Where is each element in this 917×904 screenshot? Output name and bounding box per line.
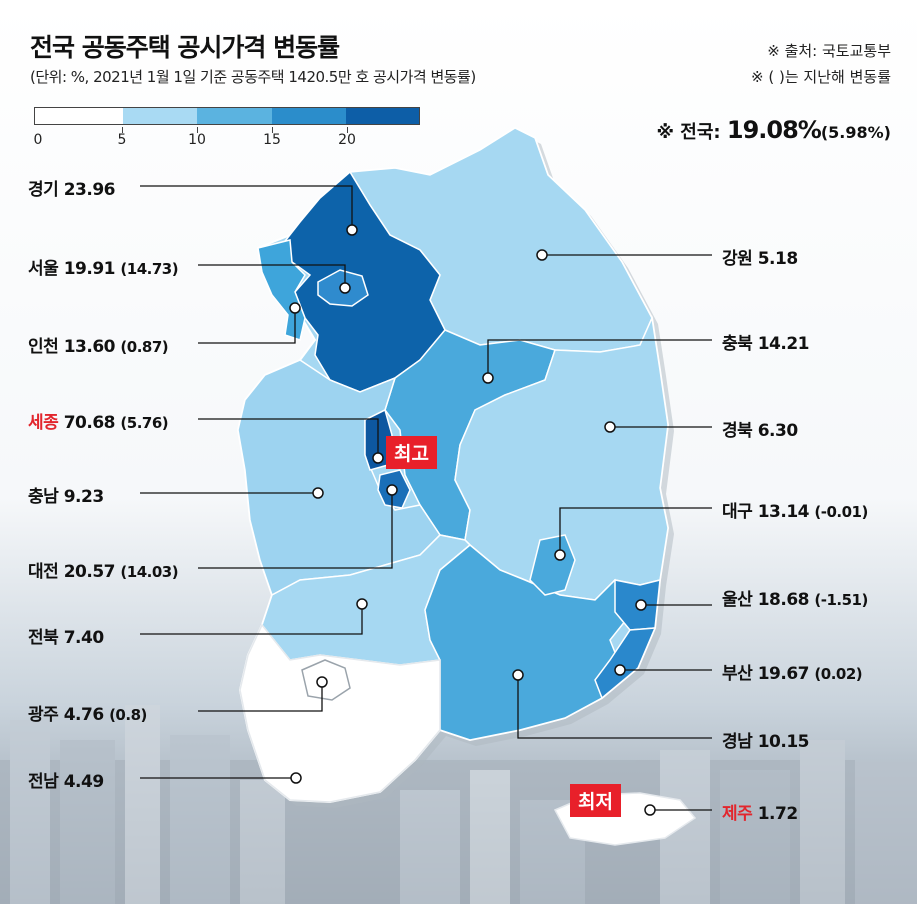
region-name: 광주 — [28, 705, 59, 725]
label-chungbuk: 충북 14.21 — [722, 329, 809, 354]
region-value: 10.15 — [757, 732, 810, 752]
region-name: 경기 — [28, 180, 59, 200]
label-gyeongnam: 경남 10.15 — [722, 727, 809, 752]
region-name: 전남 — [28, 772, 59, 792]
region-prev: (0.8) — [109, 706, 147, 724]
region-name: 세종 — [28, 413, 59, 433]
label-busan: 부산 19.67 (0.02) — [722, 659, 863, 684]
region-prev: (-1.51) — [814, 591, 868, 609]
legend-label-20: 20 — [338, 132, 356, 148]
label-jeonnam: 전남 4.49 — [28, 767, 104, 792]
label-daejeon: 대전 20.57 (14.03) — [28, 557, 179, 582]
map-title: 전국 공동주택 공시가격 변동률 — [30, 33, 340, 62]
region-busan[interactable] — [594, 627, 657, 700]
label-seoul: 서울 19.91 (14.73) — [28, 254, 179, 279]
region-prev: (-0.01) — [814, 503, 868, 521]
region-value: 6.30 — [757, 421, 798, 441]
label-daegu: 대구 13.14 (-0.01) — [722, 497, 868, 522]
region-value: 13.14 — [757, 502, 810, 522]
region-value: 19.67 — [757, 664, 810, 684]
region-name: 서울 — [28, 259, 59, 279]
legend-swatch — [35, 108, 123, 124]
region-name: 제주 — [722, 804, 753, 824]
region-prev: (0.02) — [814, 665, 863, 683]
map-subtitle: (단위: %, 2021년 1월 1일 기준 공동주택 1420.5만 호 공시… — [30, 68, 476, 86]
region-name: 인천 — [28, 337, 59, 357]
region-value: 20.57 — [63, 562, 116, 582]
label-jeonbuk: 전북 7.40 — [28, 623, 104, 648]
national-prev: (5.98%) — [820, 123, 891, 142]
region-name: 대구 — [722, 502, 753, 522]
region-value: 1.72 — [757, 804, 798, 824]
region-value: 7.40 — [63, 628, 104, 648]
label-gyeonggi: 경기 23.96 — [28, 175, 115, 200]
region-value: 19.91 — [63, 259, 116, 279]
region-prev: (0.87) — [120, 338, 169, 356]
legend-label-0: 0 — [33, 132, 43, 148]
legend-tick — [122, 127, 123, 133]
label-gwangju: 광주 4.76 (0.8) — [28, 700, 147, 725]
region-value: 14.21 — [757, 334, 810, 354]
national-prefix: ※ 전국: — [656, 122, 721, 143]
label-ulsan: 울산 18.68 (-1.51) — [722, 585, 868, 610]
region-prev: (14.73) — [120, 260, 179, 278]
legend-label-10: 10 — [188, 132, 206, 148]
region-markers — [289, 224, 656, 816]
label-sejong: 세종 70.68 (5.76) — [28, 408, 169, 433]
region-daegu[interactable] — [529, 534, 576, 596]
leader-lines — [140, 185, 712, 811]
region-gyeongnam[interactable] — [424, 544, 631, 741]
label-gangwon: 강원 5.18 — [722, 244, 798, 269]
region-name: 대전 — [28, 562, 59, 582]
region-jeonnam[interactable] — [239, 623, 441, 803]
region-prev: (14.03) — [120, 563, 179, 581]
label-chungnam: 충남 9.23 — [28, 482, 104, 507]
source-note: ※ 출처: 국토교통부 — [767, 42, 891, 60]
region-name: 울산 — [722, 590, 753, 610]
region-value: 23.96 — [63, 180, 116, 200]
legend-tick — [272, 127, 273, 133]
city-skyline-background — [0, 705, 917, 904]
region-value: 4.49 — [63, 772, 104, 792]
legend-tick — [347, 127, 348, 133]
label-incheon: 인천 13.60 (0.87) — [28, 332, 169, 357]
legend-color-bar — [34, 107, 420, 125]
label-gyeongbuk: 경북 6.30 — [722, 416, 798, 441]
region-value: 70.68 — [63, 413, 116, 433]
region-name: 경남 — [722, 732, 753, 752]
region-value: 18.68 — [757, 590, 810, 610]
region-prev: (5.76) — [120, 414, 169, 432]
region-name: 부산 — [722, 664, 753, 684]
legend-swatch — [197, 108, 272, 124]
legend-label-15: 15 — [263, 132, 281, 148]
region-value: 5.18 — [757, 249, 798, 269]
legend-swatch — [122, 108, 198, 124]
region-name: 경북 — [722, 421, 753, 441]
highest-tag: 최고 — [386, 436, 437, 469]
national-rate: ※ 전국: 19.08%(5.98%) — [657, 116, 891, 144]
lowest-tag: 최저 — [570, 784, 621, 817]
region-value: 13.60 — [63, 337, 116, 357]
national-value: 19.08% — [726, 116, 822, 144]
region-name: 충남 — [28, 487, 59, 507]
legend-swatch — [346, 108, 419, 124]
legend-swatch — [271, 108, 347, 124]
region-name: 강원 — [722, 249, 753, 269]
region-value: 4.76 — [63, 705, 104, 725]
region-name: 충북 — [722, 334, 753, 354]
region-name: 전북 — [28, 628, 59, 648]
legend-tick — [197, 127, 198, 133]
previous-year-note: ※ ( )는 지난해 변동률 — [751, 68, 891, 86]
region-value: 9.23 — [63, 487, 104, 507]
legend-label-5: 5 — [117, 132, 127, 148]
label-jeju: 제주 1.72 — [722, 799, 798, 824]
